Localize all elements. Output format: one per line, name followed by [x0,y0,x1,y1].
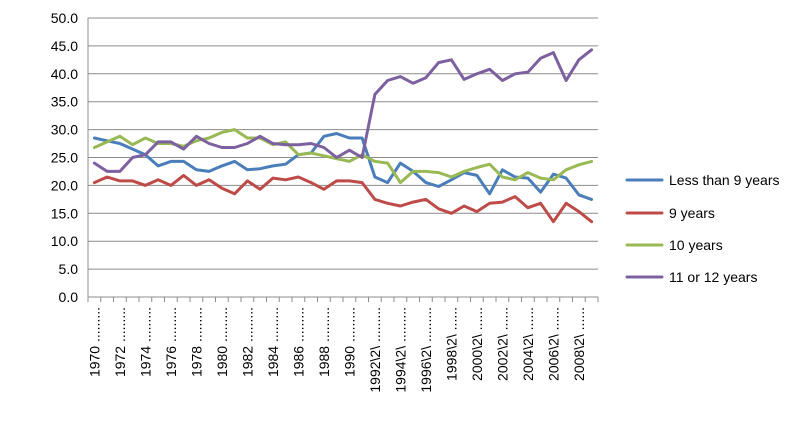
x-tick-label: 1972 ......... [112,307,128,377]
series-line-2 [92,173,594,224]
x-tick-label: 2006\2\ ...... [545,307,561,381]
x-tick-label: 1998\2\ ...... [443,307,459,381]
x-tick-label: 1970 ......... [86,307,102,377]
x-tick-label: 1990 ......... [341,307,357,377]
legend: Less than 9 years 9 years 10 years 11 or 12… [625,172,780,285]
legend-label: 11 or 12 years [669,269,757,285]
y-tick-labels: 0.0 5.0 10.0 15.0 20.0 25.0 30.0 35.0 40.0 45.0 50… [51,10,78,305]
x-tick-label: 2000\2\ ...... [469,307,485,381]
x-tick-label: 1978 ......... [188,307,204,377]
x-tick-label: 1982 ......... [239,307,255,377]
x-tick-label: 2002\2\ ...... [494,307,510,381]
y-tick-label: 10.0 [51,233,78,249]
x-tick-label: 1984 ......... [265,307,281,377]
series-line-4 [92,48,594,173]
series-line-3 [92,128,594,185]
x-tick-label: 2008\2\ ...... [571,307,587,381]
y-tick-label: 30.0 [51,122,78,138]
x-tick-label: 1974 ......... [137,307,153,377]
axes [87,18,599,302]
y-tick-label: 0.0 [59,289,79,305]
x-tick-label: 1994\2\ ......... [392,307,408,393]
y-tick-label: 50.0 [51,10,78,26]
legend-label: Less than 9 years [669,172,780,188]
x-tick-label: 1992\2\ ......... [367,307,383,393]
y-tick-label: 35.0 [51,94,78,110]
x-tick-label: 1976 ......... [163,307,179,377]
y-tick-label: 5.0 [59,261,79,277]
x-tick-label: 1980 ......... [214,307,230,377]
y-tick-label: 25.0 [51,150,78,166]
series-line-1 [92,132,594,201]
x-tick-label: 1988 ......... [316,307,332,377]
y-tick-label: 40.0 [51,66,78,82]
y-tick-label: 45.0 [51,38,78,54]
y-tick-label: 15.0 [51,205,78,221]
legend-label: 9 years [669,205,715,221]
x-tick-labels: 1970 ......... 1972 ......... 1974 .......… [86,307,587,393]
y-tick-label: 20.0 [51,177,78,193]
x-tick-label: 1996\2\ ......... [418,307,434,393]
series-lines [92,48,594,224]
x-tick-label: 1986 ......... [290,307,306,377]
legend-label: 10 years [669,237,723,253]
x-tick-label: 2004\2\ ...... [520,307,536,381]
